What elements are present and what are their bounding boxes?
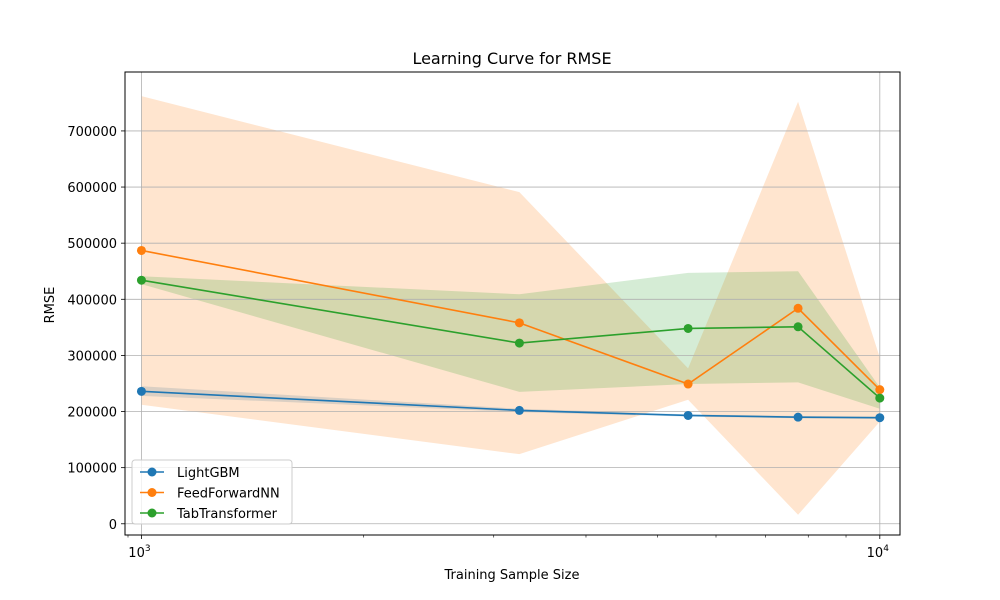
legend-label: TabTransformer bbox=[176, 507, 278, 522]
data-point-tabtransformer bbox=[136, 275, 146, 285]
x-axis-title: Training Sample Size bbox=[444, 568, 580, 583]
legend-label: LightGBM bbox=[177, 466, 240, 481]
data-point-tabtransformer bbox=[875, 393, 885, 403]
data-point-tabtransformer bbox=[514, 338, 524, 348]
data-point-feedforwardnn bbox=[875, 385, 885, 395]
x-tick-label: 103 bbox=[128, 544, 150, 561]
legend-box bbox=[131, 459, 293, 525]
confidence-band-tabtransformer bbox=[141, 271, 880, 409]
gridlines bbox=[125, 72, 900, 535]
y-tick-label: 100000 bbox=[67, 462, 117, 477]
y-tick-label: 200000 bbox=[67, 406, 117, 421]
legend: LightGBM FeedForwardNN TabTransformer bbox=[131, 459, 293, 525]
data-point-feedforwardnn bbox=[136, 245, 146, 255]
y-tick-label: 0 bbox=[109, 518, 117, 533]
data-point-lightgbm bbox=[136, 386, 146, 396]
data-point-lightgbm bbox=[793, 412, 803, 422]
chart-title: Learning Curve for RMSE bbox=[412, 49, 611, 68]
plot-frame bbox=[124, 71, 901, 536]
data-point-tabtransformer bbox=[683, 323, 693, 333]
confidence-band-feedforwardnn bbox=[141, 96, 880, 515]
legend-marker bbox=[147, 488, 157, 497]
series-points bbox=[136, 245, 885, 423]
data-point-lightgbm bbox=[514, 405, 524, 415]
data-point-feedforwardnn bbox=[514, 318, 524, 328]
data-point-feedforwardnn bbox=[683, 379, 693, 389]
data-point-tabtransformer bbox=[793, 322, 803, 332]
confidence-bands bbox=[141, 96, 880, 515]
legend-marker bbox=[147, 467, 157, 477]
data-point-feedforwardnn bbox=[793, 303, 803, 313]
y-tick-label: 400000 bbox=[67, 293, 117, 308]
y-tick-label: 300000 bbox=[67, 349, 117, 364]
y-tick-label: 500000 bbox=[67, 237, 117, 252]
data-point-lightgbm bbox=[683, 410, 693, 420]
y-tick-label: 600000 bbox=[67, 181, 117, 196]
y-tick-label: 700000 bbox=[67, 125, 117, 140]
axis-ticks: 0 100000 200000 300000 400000 500000 600000 700… bbox=[67, 125, 889, 561]
x-tick-label: 104 bbox=[867, 544, 890, 561]
legend-label: FeedForwardNN bbox=[177, 487, 280, 502]
legend-marker bbox=[147, 508, 157, 518]
data-point-lightgbm bbox=[875, 413, 885, 423]
y-axis-title: RMSE bbox=[43, 287, 58, 324]
